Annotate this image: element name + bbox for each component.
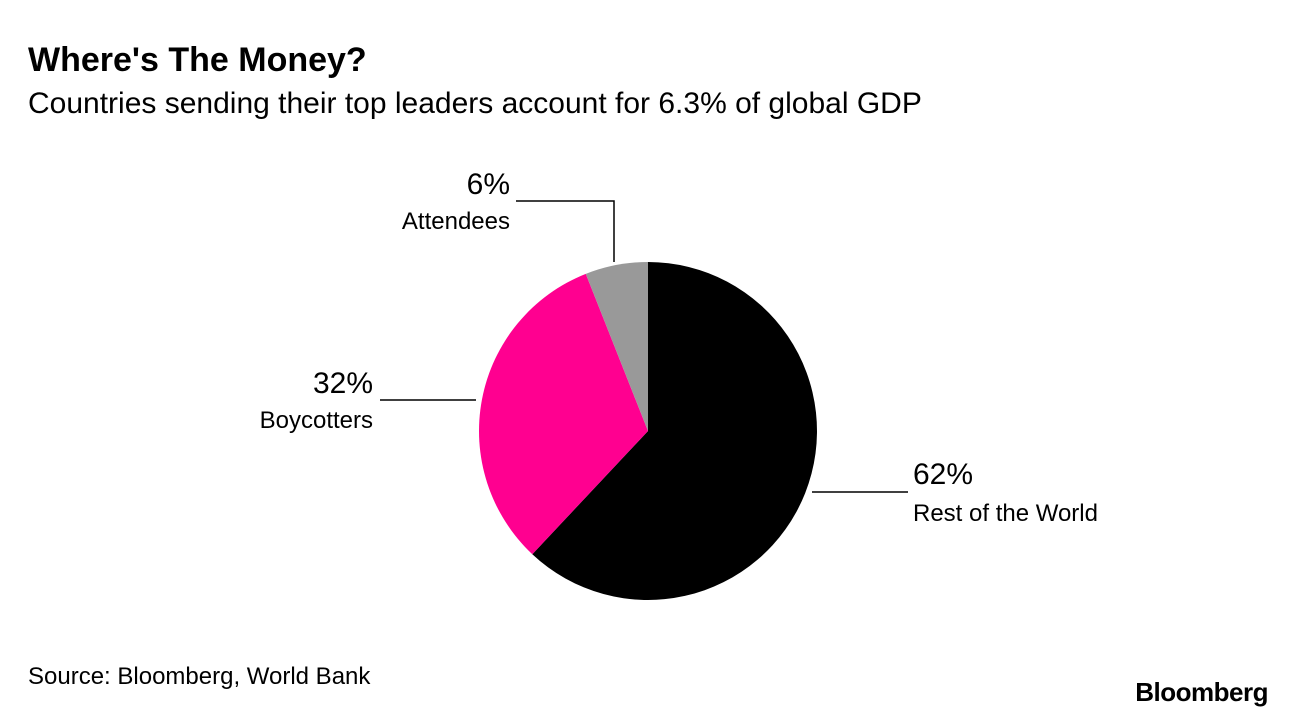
chart-subtitle: Countries sending their top leaders acco… bbox=[28, 87, 922, 120]
pie-slice-rest-of-the-world bbox=[532, 262, 817, 600]
slice-category-label: Boycotters bbox=[260, 407, 373, 434]
pie-slices bbox=[478, 262, 817, 600]
slice-labels: 62% Rest of the World 32% Boycotters 6% Atten… bbox=[260, 168, 1098, 527]
pie-slice-attendees bbox=[585, 262, 648, 431]
slice-value-label: 6% bbox=[467, 168, 510, 201]
source-note: Source: Bloomberg, World Bank bbox=[28, 663, 371, 690]
leader-line bbox=[516, 200, 615, 262]
leader-lines bbox=[380, 200, 908, 493]
slice-value-label: 32% bbox=[313, 367, 373, 400]
slice-category-label: Attendees bbox=[402, 208, 510, 235]
slice-value-label: 62% bbox=[913, 458, 973, 491]
bloomberg-logo: Bloomberg bbox=[1135, 677, 1268, 707]
pie-slice-boycotters bbox=[478, 273, 648, 555]
chart-title: Where's The Money? bbox=[28, 41, 367, 79]
slice-category-label: Rest of the World bbox=[913, 500, 1098, 527]
